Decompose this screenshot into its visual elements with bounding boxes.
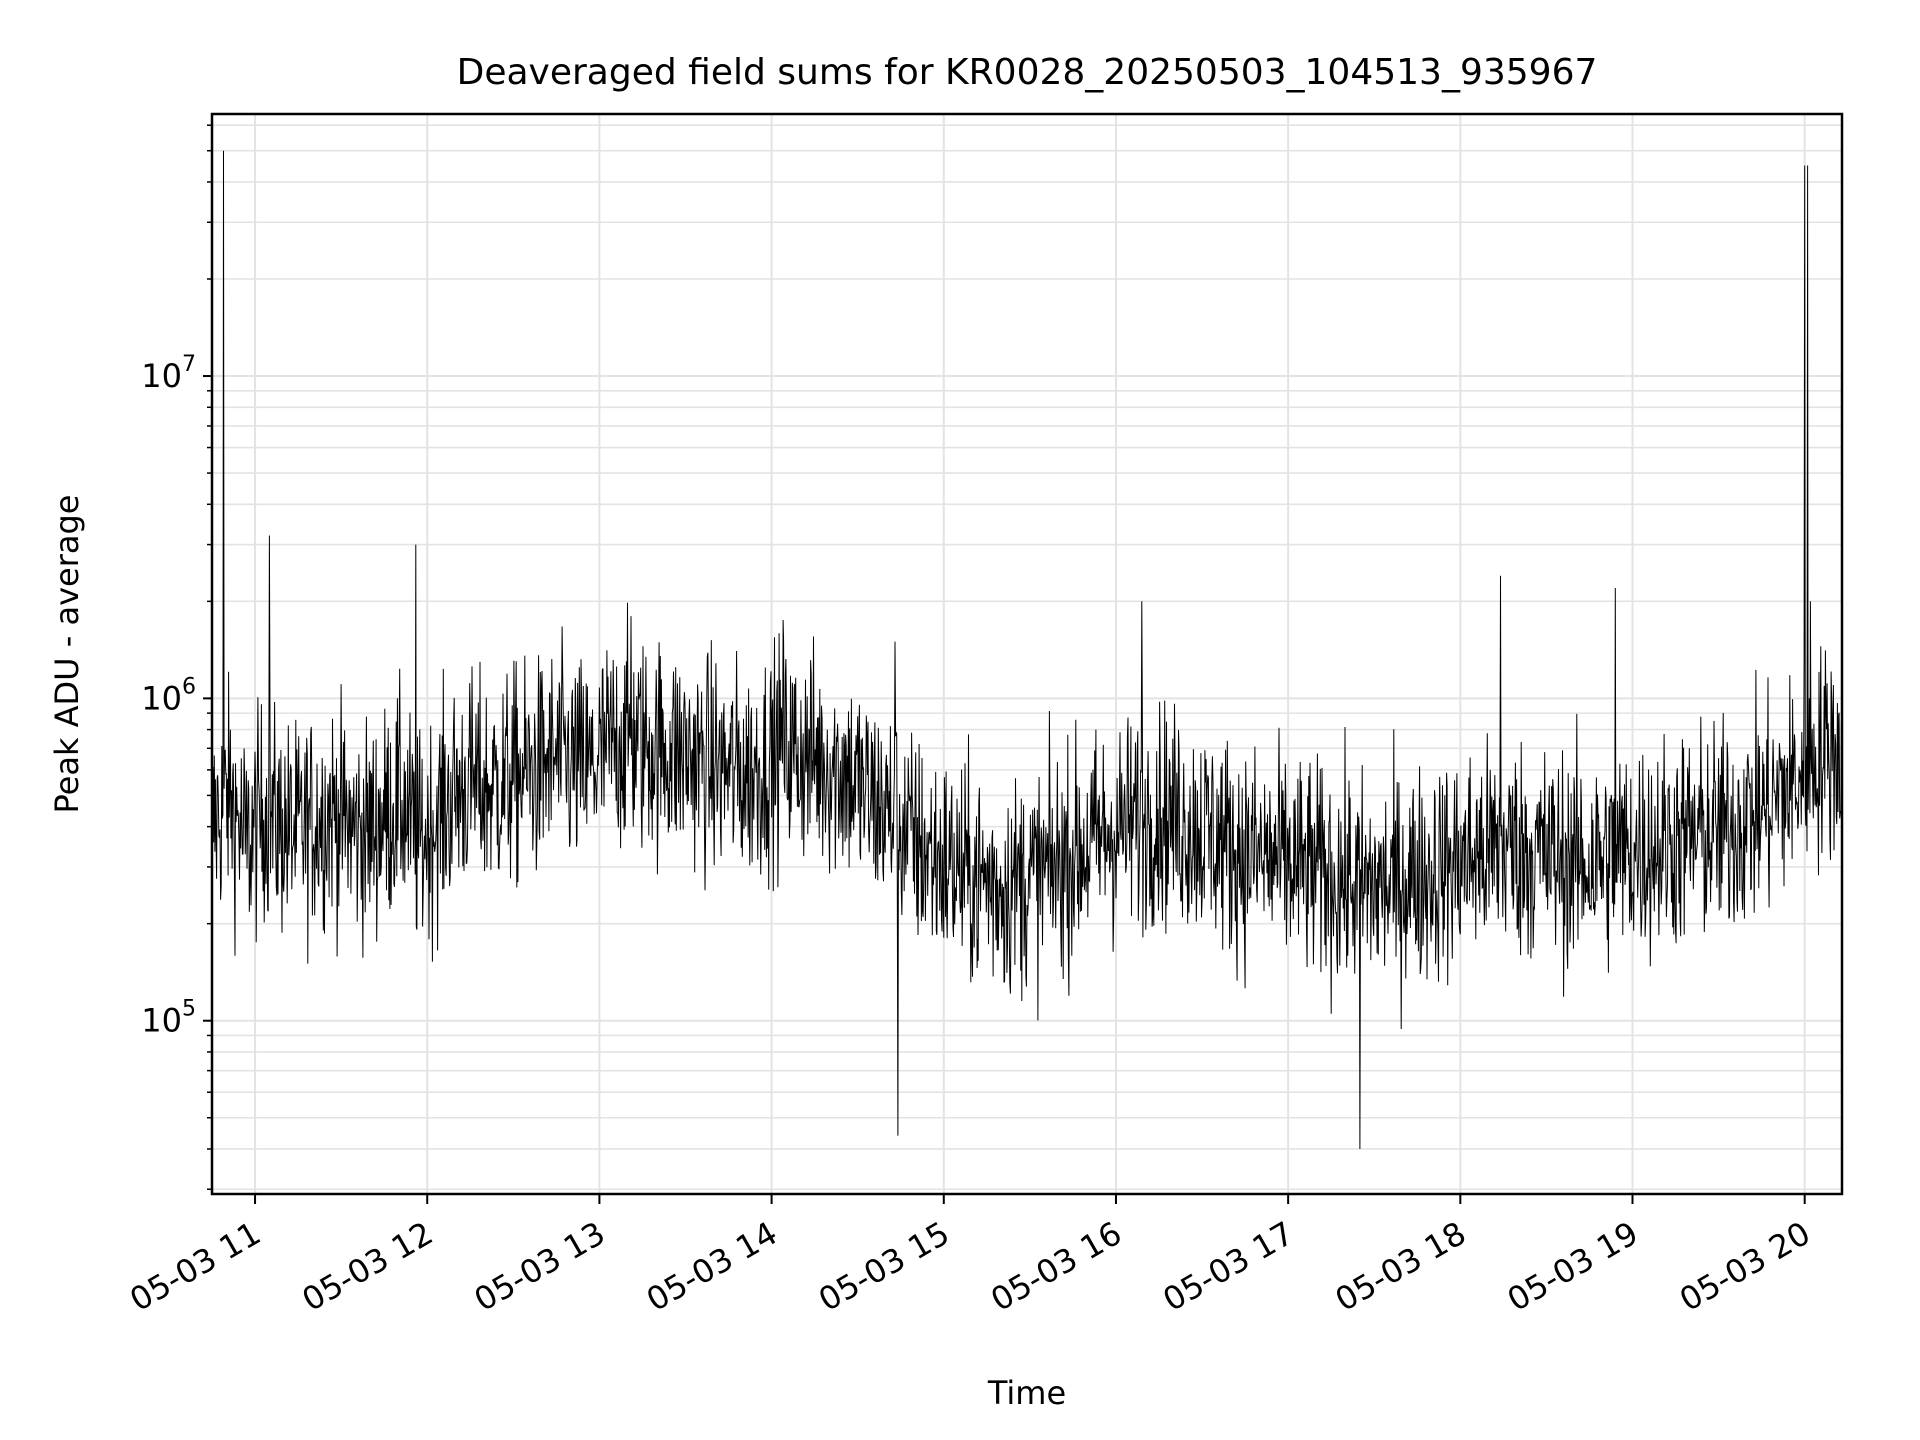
y-tick-label: 105: [141, 997, 196, 1040]
chart-title: Deaveraged field sums for KR0028_2025050…: [457, 52, 1598, 93]
y-tick-label: 106: [141, 674, 196, 717]
data-series: [212, 150, 1842, 1150]
plot-frame: [210, 112, 1844, 1196]
y-axis: 105 106 107: [141, 124, 212, 1191]
grid-lines: [212, 114, 1842, 1194]
y-axis-label: Peak ADU - average: [48, 495, 86, 814]
y-tick-label: 107: [141, 352, 196, 395]
data-line: [212, 150, 1842, 1150]
x-axis-label: Time: [987, 1374, 1066, 1412]
